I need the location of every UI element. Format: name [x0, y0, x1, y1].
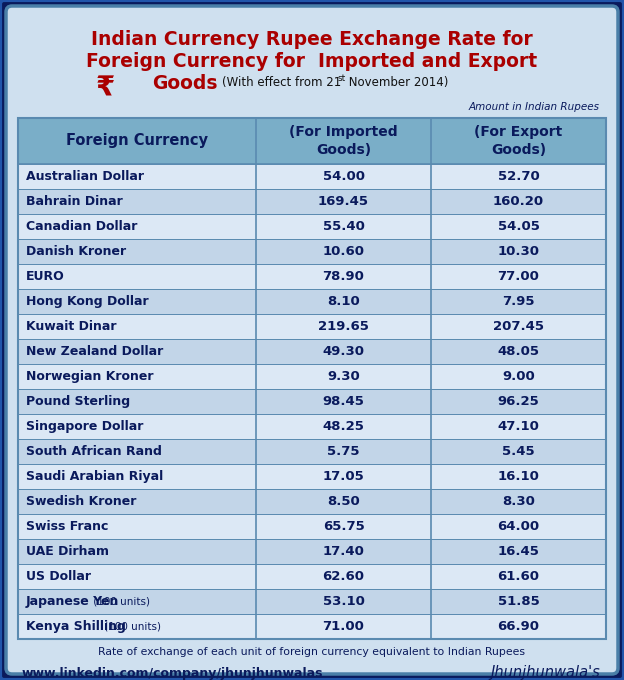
- Text: 98.45: 98.45: [323, 395, 364, 408]
- Text: (For Export
Goods): (For Export Goods): [474, 125, 563, 156]
- Bar: [18, 314, 606, 339]
- FancyBboxPatch shape: [6, 6, 618, 674]
- Text: 53.10: 53.10: [323, 595, 364, 608]
- Text: 78.90: 78.90: [323, 270, 364, 283]
- Text: November 2014): November 2014): [345, 76, 449, 89]
- Text: 8.10: 8.10: [327, 295, 360, 308]
- Text: 169.45: 169.45: [318, 195, 369, 208]
- Text: 10.60: 10.60: [323, 245, 364, 258]
- Bar: [18, 214, 606, 239]
- Text: 5.75: 5.75: [327, 445, 360, 458]
- Text: South African Rand: South African Rand: [26, 445, 162, 458]
- Bar: [18, 164, 606, 189]
- Text: (100 units): (100 units): [101, 622, 161, 632]
- Text: Hong Kong Dollar: Hong Kong Dollar: [26, 295, 149, 308]
- Text: 55.40: 55.40: [323, 220, 364, 233]
- Text: Swiss Franc: Swiss Franc: [26, 520, 109, 533]
- Text: Australian Dollar: Australian Dollar: [26, 170, 144, 183]
- Text: Canadian Dollar: Canadian Dollar: [26, 220, 137, 233]
- Text: 16.45: 16.45: [497, 545, 539, 558]
- Text: UAE Dirham: UAE Dirham: [26, 545, 109, 558]
- Text: 54.05: 54.05: [497, 220, 539, 233]
- Text: 207.45: 207.45: [493, 320, 544, 333]
- Text: Swedish Kroner: Swedish Kroner: [26, 495, 137, 508]
- Text: 8.50: 8.50: [327, 495, 360, 508]
- Text: 219.65: 219.65: [318, 320, 369, 333]
- Bar: [18, 289, 606, 314]
- Text: Amount in Indian Rupees: Amount in Indian Rupees: [469, 102, 600, 112]
- Bar: [18, 389, 606, 414]
- Text: Kuwait Dinar: Kuwait Dinar: [26, 320, 117, 333]
- Text: Rate of exchange of each unit of foreign currency equivalent to Indian Rupees: Rate of exchange of each unit of foreign…: [99, 647, 525, 657]
- Text: 47.10: 47.10: [497, 420, 539, 433]
- Text: 54.00: 54.00: [323, 170, 364, 183]
- Text: Foreign Currency: Foreign Currency: [66, 133, 208, 148]
- Text: 5.45: 5.45: [502, 445, 535, 458]
- Text: 96.25: 96.25: [497, 395, 539, 408]
- Text: 9.30: 9.30: [327, 370, 360, 383]
- Text: 9.00: 9.00: [502, 370, 535, 383]
- Text: 61.60: 61.60: [497, 570, 540, 583]
- Text: Pound Sterling: Pound Sterling: [26, 395, 130, 408]
- Text: 51.85: 51.85: [497, 595, 539, 608]
- Text: (With effect from 21: (With effect from 21: [222, 76, 341, 89]
- Bar: [18, 189, 606, 214]
- Bar: [18, 464, 606, 489]
- Text: Bahrain Dinar: Bahrain Dinar: [26, 195, 123, 208]
- Bar: [18, 239, 606, 264]
- Text: 71.00: 71.00: [323, 620, 364, 633]
- Text: www.linkedin.com/company/jhunjhunwalas: www.linkedin.com/company/jhunjhunwalas: [22, 667, 323, 680]
- Text: 17.05: 17.05: [323, 470, 364, 483]
- Bar: [18, 614, 606, 639]
- Text: Foreign Currency for  Imported and Export: Foreign Currency for Imported and Export: [87, 52, 537, 71]
- Bar: [18, 414, 606, 439]
- Text: 16.10: 16.10: [497, 470, 539, 483]
- Text: 49.30: 49.30: [323, 345, 364, 358]
- Text: Jhunjhunwala's: Jhunjhunwala's: [490, 665, 600, 680]
- Bar: [18, 564, 606, 589]
- Bar: [18, 439, 606, 464]
- Text: Goods: Goods: [152, 74, 218, 93]
- Text: ₹: ₹: [95, 74, 115, 102]
- Bar: [18, 514, 606, 539]
- Text: Norwegian Kroner: Norwegian Kroner: [26, 370, 154, 383]
- Bar: [18, 589, 606, 614]
- Bar: [18, 489, 606, 514]
- Text: 48.05: 48.05: [497, 345, 540, 358]
- Bar: [18, 339, 606, 364]
- Text: 8.30: 8.30: [502, 495, 535, 508]
- Bar: [18, 364, 606, 389]
- Text: 10.30: 10.30: [497, 245, 540, 258]
- Text: 160.20: 160.20: [493, 195, 544, 208]
- Text: 7.95: 7.95: [502, 295, 535, 308]
- Text: st: st: [338, 74, 346, 83]
- Text: US Dollar: US Dollar: [26, 570, 91, 583]
- Text: Japanese Yen: Japanese Yen: [26, 595, 119, 608]
- Text: Saudi Arabian Riyal: Saudi Arabian Riyal: [26, 470, 163, 483]
- Text: 52.70: 52.70: [497, 170, 539, 183]
- Bar: [18, 264, 606, 289]
- Text: Indian Currency Rupee Exchange Rate for: Indian Currency Rupee Exchange Rate for: [91, 30, 533, 49]
- Text: 17.40: 17.40: [323, 545, 364, 558]
- Text: New Zealand Dollar: New Zealand Dollar: [26, 345, 163, 358]
- Text: 77.00: 77.00: [497, 270, 539, 283]
- Text: 48.25: 48.25: [323, 420, 364, 433]
- Bar: [18, 118, 606, 164]
- Text: (100 units): (100 units): [90, 596, 150, 607]
- Text: Singapore Dollar: Singapore Dollar: [26, 420, 144, 433]
- Text: 66.90: 66.90: [497, 620, 540, 633]
- Text: (For Imported
Goods): (For Imported Goods): [289, 125, 398, 156]
- Text: 64.00: 64.00: [497, 520, 540, 533]
- Text: 65.75: 65.75: [323, 520, 364, 533]
- Text: EURO: EURO: [26, 270, 65, 283]
- Text: 62.60: 62.60: [323, 570, 364, 583]
- Text: Kenya Shilling: Kenya Shilling: [26, 620, 126, 633]
- Bar: [18, 539, 606, 564]
- Bar: [18, 118, 606, 639]
- Text: Danish Kroner: Danish Kroner: [26, 245, 126, 258]
